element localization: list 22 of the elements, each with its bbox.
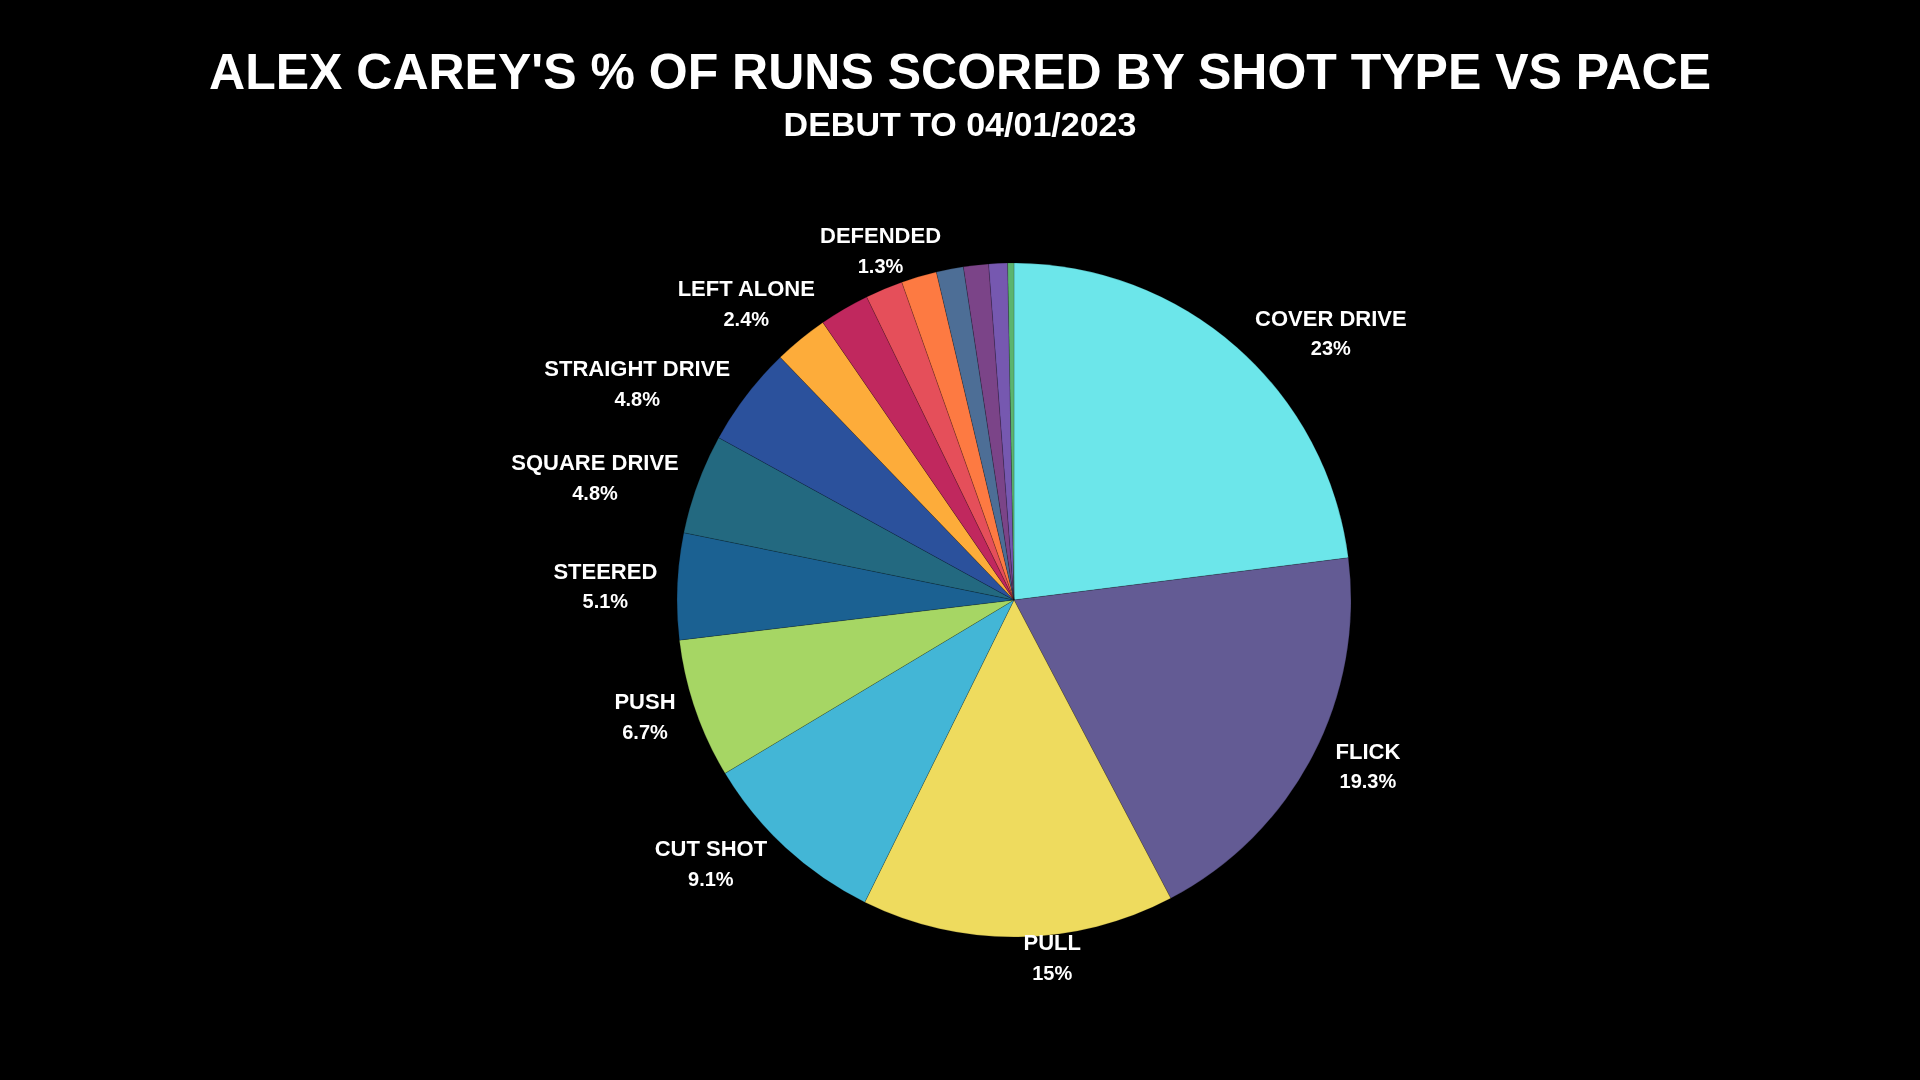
chart-subtitle: DEBUT TO 04/01/2023 bbox=[783, 105, 1137, 143]
data-label: 5.1% bbox=[582, 590, 629, 613]
data-label: 2.4% bbox=[723, 307, 770, 330]
data-label: 9.1% bbox=[688, 867, 734, 890]
slice-label: PUSH bbox=[614, 689, 676, 715]
slice-label: CUT SHOT bbox=[654, 836, 768, 862]
data-label: 4.8% bbox=[614, 387, 661, 410]
data-label: 19.3% bbox=[1339, 770, 1397, 793]
slice-label: FLICK bbox=[1335, 738, 1401, 764]
slice-label: DEFENDED bbox=[819, 223, 942, 249]
slice-label: PULL bbox=[1023, 930, 1081, 956]
chart-title: ALEX CAREY'S % OF RUNS SCORED BY SHOT TYPE VS PACE bbox=[209, 44, 1711, 100]
data-label: 6.7% bbox=[622, 720, 668, 743]
slice-label: STEERED bbox=[553, 558, 658, 584]
data-label: 23% bbox=[1310, 337, 1352, 360]
data-label: 1.3% bbox=[857, 254, 904, 277]
slice-label: LEFT ALONE bbox=[677, 276, 815, 302]
slice-label: SQUARE DRIVE bbox=[511, 450, 679, 476]
data-label: 15% bbox=[1032, 961, 1073, 984]
data-label: 4.8% bbox=[572, 481, 619, 504]
slice-label: COVER DRIVE bbox=[1255, 305, 1407, 331]
slice-label: STRAIGHT DRIVE bbox=[544, 356, 731, 382]
